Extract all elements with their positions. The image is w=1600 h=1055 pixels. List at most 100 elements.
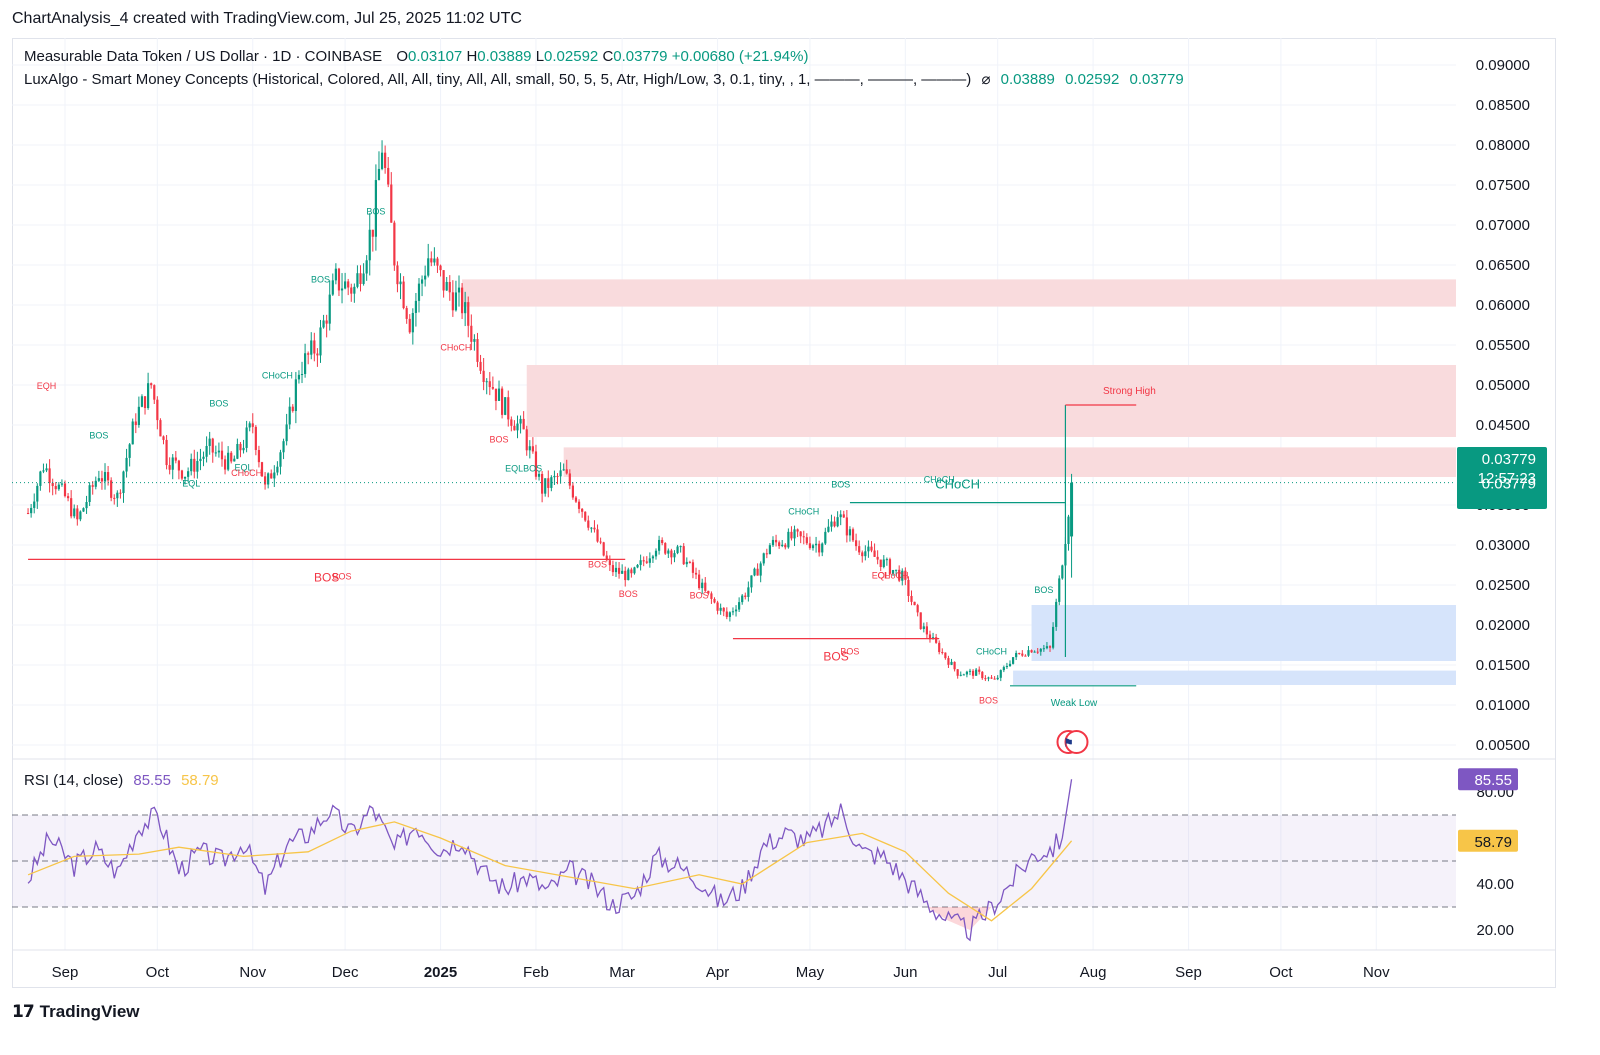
candle-body bbox=[494, 388, 498, 401]
candle-body bbox=[1008, 663, 1012, 667]
structure-label: BOS bbox=[588, 559, 607, 569]
candle-body bbox=[510, 419, 513, 426]
symbol-legend: Measurable Data Token / US Dollar · 1D ·… bbox=[24, 48, 808, 65]
candle-body bbox=[190, 458, 193, 472]
structure-label: EQL bbox=[182, 479, 200, 489]
candle-body bbox=[953, 661, 956, 670]
candle-body bbox=[621, 570, 624, 574]
candle-body bbox=[864, 551, 867, 557]
candle-body bbox=[476, 339, 479, 362]
candle-body bbox=[599, 541, 602, 543]
candle-body bbox=[814, 543, 818, 546]
candle-body bbox=[965, 671, 969, 675]
candle-body bbox=[57, 484, 60, 490]
candle-body bbox=[285, 424, 288, 442]
visibility-icon[interactable]: ⌀ bbox=[981, 71, 991, 88]
candle-body bbox=[587, 520, 590, 528]
candle-body bbox=[230, 452, 233, 462]
candle-body bbox=[568, 473, 571, 486]
candle-body bbox=[1015, 652, 1018, 658]
candle-body bbox=[577, 501, 581, 509]
candle-body bbox=[485, 381, 488, 383]
candle-body bbox=[774, 539, 778, 543]
candle-body bbox=[300, 374, 304, 376]
candle-body bbox=[522, 418, 525, 430]
candle-body bbox=[73, 508, 76, 517]
y-tick-label: 0.03000 bbox=[1476, 537, 1530, 554]
candle-body bbox=[147, 383, 150, 409]
candle-body bbox=[359, 273, 362, 284]
candle-body bbox=[251, 423, 254, 427]
zone-supply bbox=[526, 365, 1456, 437]
candle-body bbox=[479, 361, 482, 371]
candle-body bbox=[876, 556, 879, 560]
us-flag-icon-glyph: ⚑ bbox=[1063, 736, 1074, 750]
candle-body bbox=[608, 560, 611, 566]
candle-body bbox=[131, 421, 134, 445]
candle-body bbox=[916, 605, 919, 613]
candle-body bbox=[904, 570, 907, 580]
candle-body bbox=[882, 559, 885, 568]
x-tick-label: Nov bbox=[239, 964, 266, 981]
candle-body bbox=[140, 396, 144, 407]
candle-body bbox=[990, 677, 993, 679]
candle-body bbox=[978, 669, 981, 672]
candle-body bbox=[125, 457, 128, 472]
rsi-label[interactable]: RSI (14, close) bbox=[24, 772, 124, 789]
symbol-name[interactable]: Measurable Data Token / US Dollar · 1D ·… bbox=[24, 48, 383, 65]
candle-body bbox=[1011, 657, 1015, 664]
candle-body bbox=[223, 459, 227, 470]
candle-body bbox=[854, 540, 858, 547]
indicator-value-1: 0.03889 bbox=[1000, 71, 1055, 88]
candle-body bbox=[257, 449, 261, 463]
candle-body bbox=[525, 429, 528, 451]
candle-body bbox=[648, 558, 651, 563]
structure-label: EQLBOS bbox=[505, 463, 542, 473]
candle-body bbox=[519, 418, 522, 424]
candle-body bbox=[987, 677, 990, 679]
candle-body bbox=[682, 546, 685, 565]
indicator-value-3: 0.03779 bbox=[1129, 71, 1184, 88]
candle-body bbox=[645, 561, 648, 563]
candle-body bbox=[436, 258, 439, 266]
candle-body bbox=[928, 634, 932, 640]
candle-body bbox=[679, 546, 682, 548]
candle-body bbox=[581, 508, 584, 512]
candle-body bbox=[504, 397, 507, 415]
price-badge-value: 0.03779 bbox=[1482, 451, 1536, 468]
zone-supply bbox=[563, 447, 1456, 477]
candle-body bbox=[322, 320, 325, 328]
candle-body bbox=[399, 281, 402, 285]
candle-body bbox=[85, 502, 88, 509]
candle-body bbox=[106, 472, 110, 481]
candle-body bbox=[614, 567, 618, 573]
candle-body bbox=[787, 531, 790, 548]
candle-body bbox=[888, 559, 892, 574]
candle-body bbox=[368, 229, 371, 261]
candle-body bbox=[497, 388, 501, 401]
candle-body bbox=[1021, 653, 1024, 656]
structure-label: EQL bbox=[235, 463, 253, 473]
rsi-legend: RSI (14, close) 85.55 58.79 bbox=[24, 772, 219, 789]
candle-body bbox=[79, 511, 82, 520]
structure-label: CHoCH bbox=[878, 571, 909, 581]
candle-body bbox=[1027, 650, 1030, 656]
candle-body bbox=[895, 569, 898, 571]
candle-body bbox=[741, 595, 744, 603]
indicator-name[interactable]: LuxAlgo - Smart Money Concepts (Historic… bbox=[24, 71, 972, 88]
open-value: 0.03107 bbox=[408, 48, 463, 65]
candle-body bbox=[260, 462, 264, 477]
y-tick-label: 0.02500 bbox=[1476, 577, 1530, 594]
rsi-y-tick: 20.00 bbox=[1476, 922, 1514, 939]
y-tick-label: 0.02000 bbox=[1476, 617, 1530, 634]
tradingview-logo[interactable]: 𝟭𝟳 TradingView bbox=[12, 1002, 140, 1022]
candle-body bbox=[701, 582, 704, 589]
candle-body bbox=[947, 658, 950, 665]
candle-body bbox=[642, 560, 645, 562]
candle-body bbox=[150, 383, 153, 386]
candle-body bbox=[297, 374, 301, 380]
zone-supply bbox=[462, 279, 1456, 307]
candle-body bbox=[267, 473, 270, 485]
candle-body bbox=[738, 602, 741, 610]
